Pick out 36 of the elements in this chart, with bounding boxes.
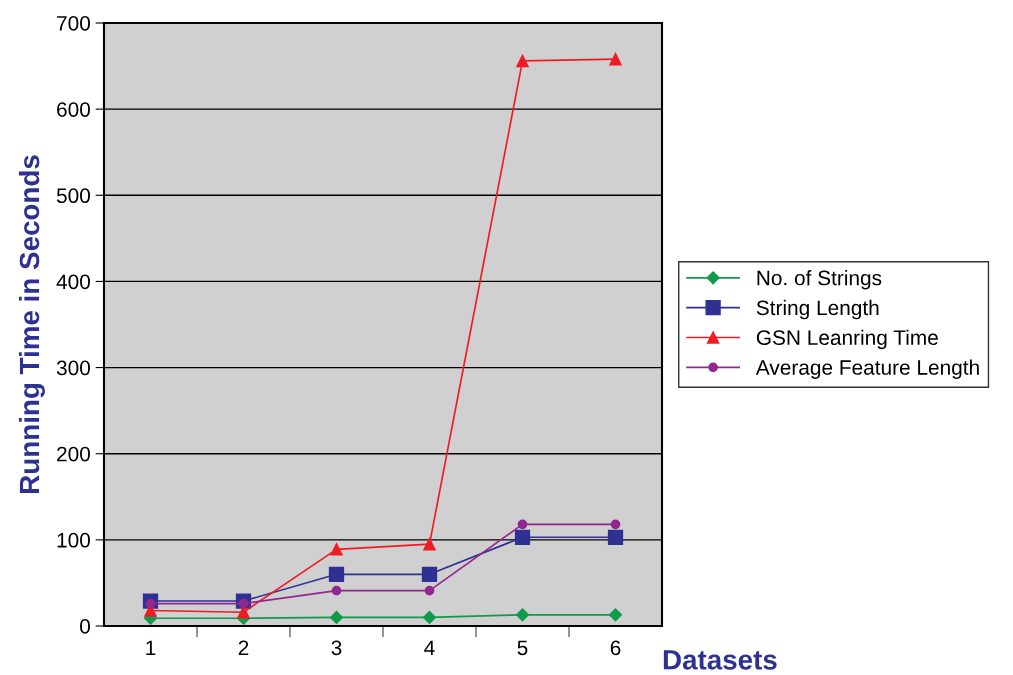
point: [609, 52, 622, 66]
point: [423, 537, 436, 551]
y-tick-label: 100: [57, 532, 90, 548]
legend-label: GSN Leanring Time: [756, 329, 938, 350]
legend-label: No. of Strings: [757, 270, 882, 290]
x-tick-label: 6: [610, 640, 621, 656]
y-tick-label: 600: [57, 102, 90, 117]
point: [515, 608, 530, 622]
point: [608, 608, 623, 622]
legend-label: String Length: [756, 299, 879, 320]
point: [329, 610, 344, 624]
point: [331, 585, 342, 596]
x-tick-label: 2: [238, 640, 249, 655]
point: [517, 519, 528, 530]
x-tick-label: 3: [331, 640, 342, 656]
point: [516, 54, 529, 68]
point: [421, 566, 438, 582]
y-axis-title: Running Time in Seconds: [18, 155, 45, 493]
y-tick-label: 500: [56, 188, 90, 204]
point: [514, 529, 531, 545]
x-axis-title: Datasets: [663, 650, 777, 670]
y-tick-label: 300: [56, 360, 90, 376]
point: [330, 543, 343, 556]
x-tick-label: 4: [424, 640, 435, 655]
x-tick-label: 1: [146, 640, 156, 655]
x-tick-label: 5: [517, 640, 528, 656]
y-tick-label: 0: [80, 619, 90, 634]
point: [328, 566, 345, 582]
y-tick-label: 700: [57, 16, 90, 31]
point: [424, 585, 435, 596]
y-tick-label: 200: [57, 446, 90, 462]
y-tick-label: 400: [56, 274, 90, 290]
point: [607, 529, 624, 545]
point: [422, 610, 437, 624]
point: [610, 519, 621, 530]
legend-label: Average Feature Length: [755, 359, 979, 379]
